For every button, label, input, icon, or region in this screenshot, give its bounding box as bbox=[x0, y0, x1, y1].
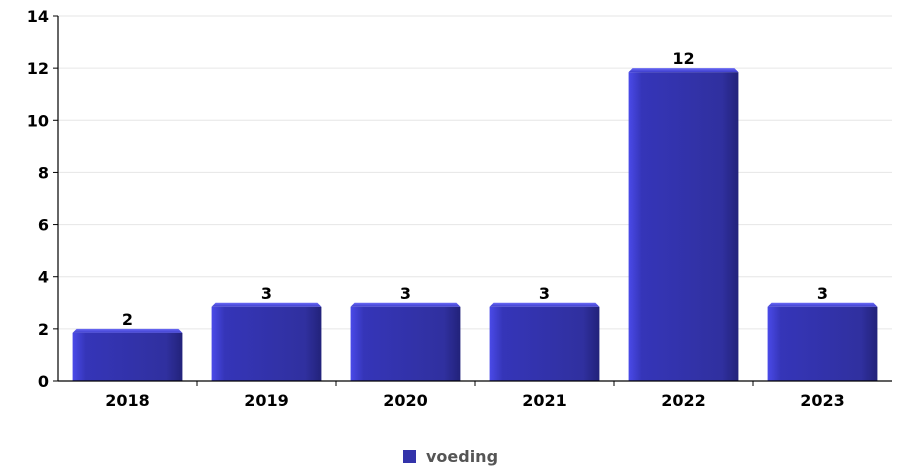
bar-cap bbox=[350, 302, 461, 307]
y-tick-label: 0 bbox=[38, 372, 49, 391]
y-tick-label: 10 bbox=[27, 111, 49, 130]
bar bbox=[211, 306, 322, 381]
data-label: 2 bbox=[122, 310, 133, 329]
gridlines bbox=[58, 15, 892, 330]
y-tick-label: 14 bbox=[27, 7, 49, 26]
bar bbox=[72, 332, 183, 381]
bar bbox=[350, 306, 461, 381]
data-label: 12 bbox=[672, 49, 694, 68]
bar bbox=[767, 306, 878, 381]
legend-label: voeding bbox=[425, 446, 499, 466]
x-tick-label: 2022 bbox=[661, 391, 706, 410]
bar bbox=[628, 72, 739, 382]
x-tick-label: 2023 bbox=[800, 391, 845, 410]
y-tick-label: 6 bbox=[38, 216, 49, 235]
bar-cap bbox=[489, 302, 600, 307]
data-label: 3 bbox=[817, 284, 828, 303]
axes bbox=[53, 15, 892, 386]
y-tick-label: 2 bbox=[38, 320, 49, 339]
bar-cap bbox=[72, 328, 183, 333]
bar bbox=[489, 306, 600, 381]
data-label: 3 bbox=[539, 284, 550, 303]
x-tick-label: 2018 bbox=[105, 391, 150, 410]
y-tick-label: 4 bbox=[38, 268, 49, 287]
labels: 0 2 4 6 8 10 12 14 2 3 3 3 12 3 2018 2019 2020 2021 2022 20… bbox=[27, 7, 845, 410]
x-tick-label: 2019 bbox=[244, 391, 289, 410]
legend-swatch bbox=[402, 449, 416, 463]
bars bbox=[72, 68, 878, 382]
legend: voeding bbox=[0, 445, 901, 467]
x-tick-label: 2021 bbox=[522, 391, 567, 410]
x-tick-label: 2020 bbox=[383, 391, 428, 410]
bar-cap bbox=[767, 302, 878, 307]
bar-cap bbox=[211, 302, 322, 307]
y-tick-label: 8 bbox=[38, 163, 49, 182]
data-label: 3 bbox=[261, 284, 272, 303]
data-label: 3 bbox=[400, 284, 411, 303]
y-tick-label: 12 bbox=[27, 59, 49, 78]
bar-cap bbox=[628, 68, 739, 73]
